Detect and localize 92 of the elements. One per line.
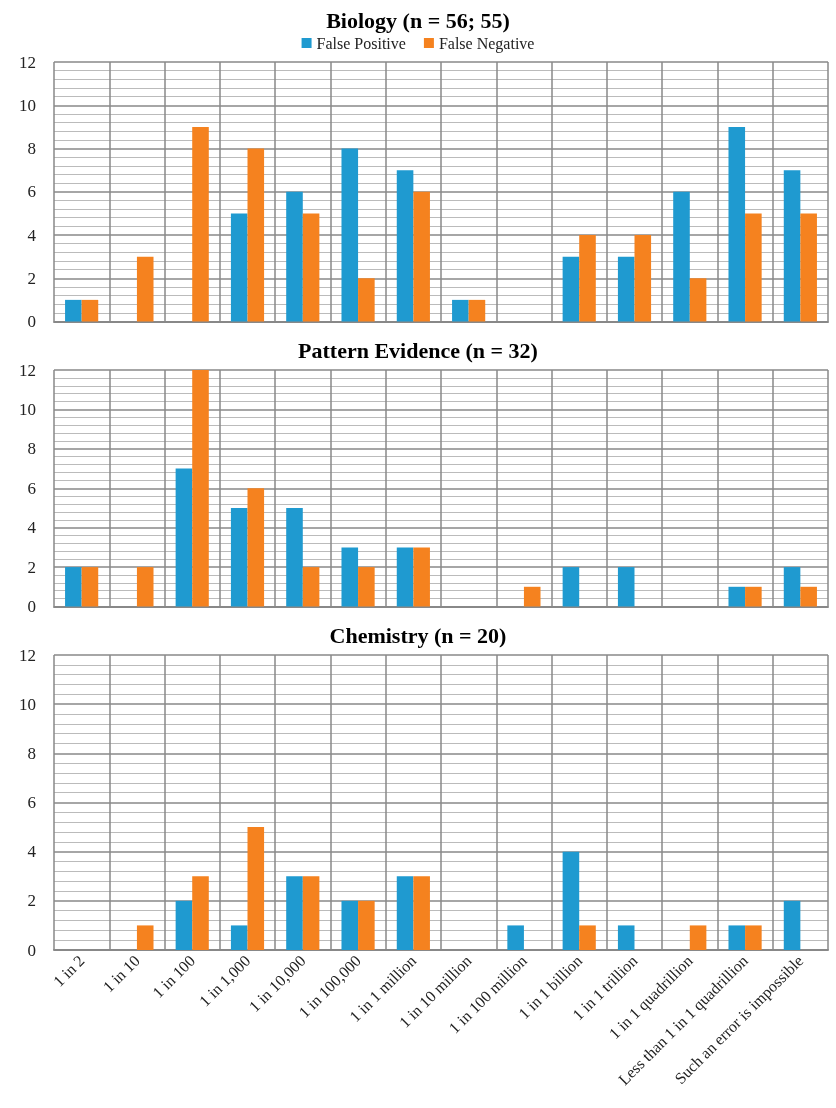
y-tick-label: 6: [27, 793, 36, 812]
bar: [562, 256, 580, 322]
bar: [358, 900, 375, 950]
bar: [745, 925, 762, 950]
y-tick-label: 8: [27, 439, 36, 459]
bar: [507, 925, 524, 950]
bar: [783, 900, 801, 950]
y-tick-label: 10: [19, 95, 36, 115]
bar: [689, 278, 707, 322]
y-tick-label: 0: [27, 597, 36, 616]
bar: [286, 191, 303, 322]
bar: [673, 191, 690, 322]
bar: [689, 925, 707, 950]
bar: [562, 851, 580, 950]
bar: [728, 126, 746, 322]
bar: [358, 567, 375, 607]
x-tick-label: 1 in 10: [99, 951, 143, 996]
y-tick-label: 4: [27, 225, 37, 245]
legend-label: False Negative: [438, 34, 535, 53]
bar: [341, 148, 359, 322]
y-tick-label: 4: [27, 842, 37, 862]
bar: [302, 567, 320, 607]
bar: [65, 567, 82, 607]
bar: [396, 876, 414, 950]
bar: [175, 900, 193, 950]
y-tick-label: 8: [27, 139, 36, 158]
bar: [341, 900, 359, 950]
y-tick-label: 6: [27, 478, 36, 498]
bar: [302, 213, 320, 322]
chart-title: Biology (n = 56; 55): [326, 7, 510, 33]
y-tick-label: 0: [27, 312, 36, 331]
bar: [617, 567, 635, 607]
y-tick-label: 8: [27, 743, 36, 763]
y-tick-label: 12: [19, 645, 36, 665]
bar: [745, 586, 762, 607]
bar: [634, 235, 652, 322]
bar: [452, 299, 469, 322]
bar: [136, 256, 154, 322]
bar: [175, 468, 193, 607]
bar: [783, 170, 801, 322]
x-tick-label: 1 in 100: [149, 951, 199, 1002]
bar: [81, 299, 99, 322]
y-tick-label: 12: [19, 360, 36, 380]
bar: [745, 213, 762, 322]
bar: [136, 567, 154, 607]
bar: [247, 148, 265, 322]
bar: [286, 507, 303, 607]
bar: [617, 925, 635, 950]
bar: [286, 876, 303, 950]
bar: [247, 827, 265, 950]
chart-title: Pattern Evidence (n = 32): [298, 337, 538, 363]
bar: [192, 126, 209, 322]
bar: [579, 925, 596, 950]
bar: [192, 876, 209, 950]
bar: [230, 507, 248, 607]
y-tick-label: 0: [27, 940, 36, 960]
bar: [358, 278, 375, 322]
bar: [800, 586, 817, 607]
bar: [230, 213, 248, 322]
bar: [413, 547, 430, 607]
bar: [413, 191, 430, 322]
y-tick-label: 6: [27, 182, 36, 202]
bar: [783, 567, 801, 607]
y-tick-label: 10: [19, 694, 36, 714]
bar: [728, 586, 746, 607]
bar: [302, 876, 320, 950]
y-tick-label: 2: [27, 891, 36, 911]
bar: [562, 567, 580, 607]
bar: [192, 370, 209, 607]
bar: [396, 170, 414, 322]
bar: [413, 876, 430, 950]
bar: [579, 235, 596, 322]
bar: [396, 547, 414, 607]
y-tick-label: 4: [27, 518, 37, 538]
bar: [136, 925, 154, 950]
y-tick-label: 12: [19, 52, 36, 72]
chart-title: Chemistry (n = 20): [329, 622, 507, 648]
bar: [341, 547, 359, 607]
y-tick-label: 10: [19, 399, 36, 419]
bar: [800, 213, 817, 322]
bar: [65, 299, 82, 322]
bar: [728, 925, 746, 950]
bar: [523, 586, 541, 607]
bar: [247, 488, 265, 607]
legend-label: False Positive: [316, 34, 406, 52]
bar: [468, 299, 486, 322]
y-tick-label: 2: [27, 557, 36, 577]
y-tick-label: 2: [27, 268, 36, 288]
bar: [81, 567, 99, 607]
bar: [617, 256, 635, 322]
x-tick-label: 1 in 2: [49, 951, 88, 990]
bar: [230, 925, 248, 950]
